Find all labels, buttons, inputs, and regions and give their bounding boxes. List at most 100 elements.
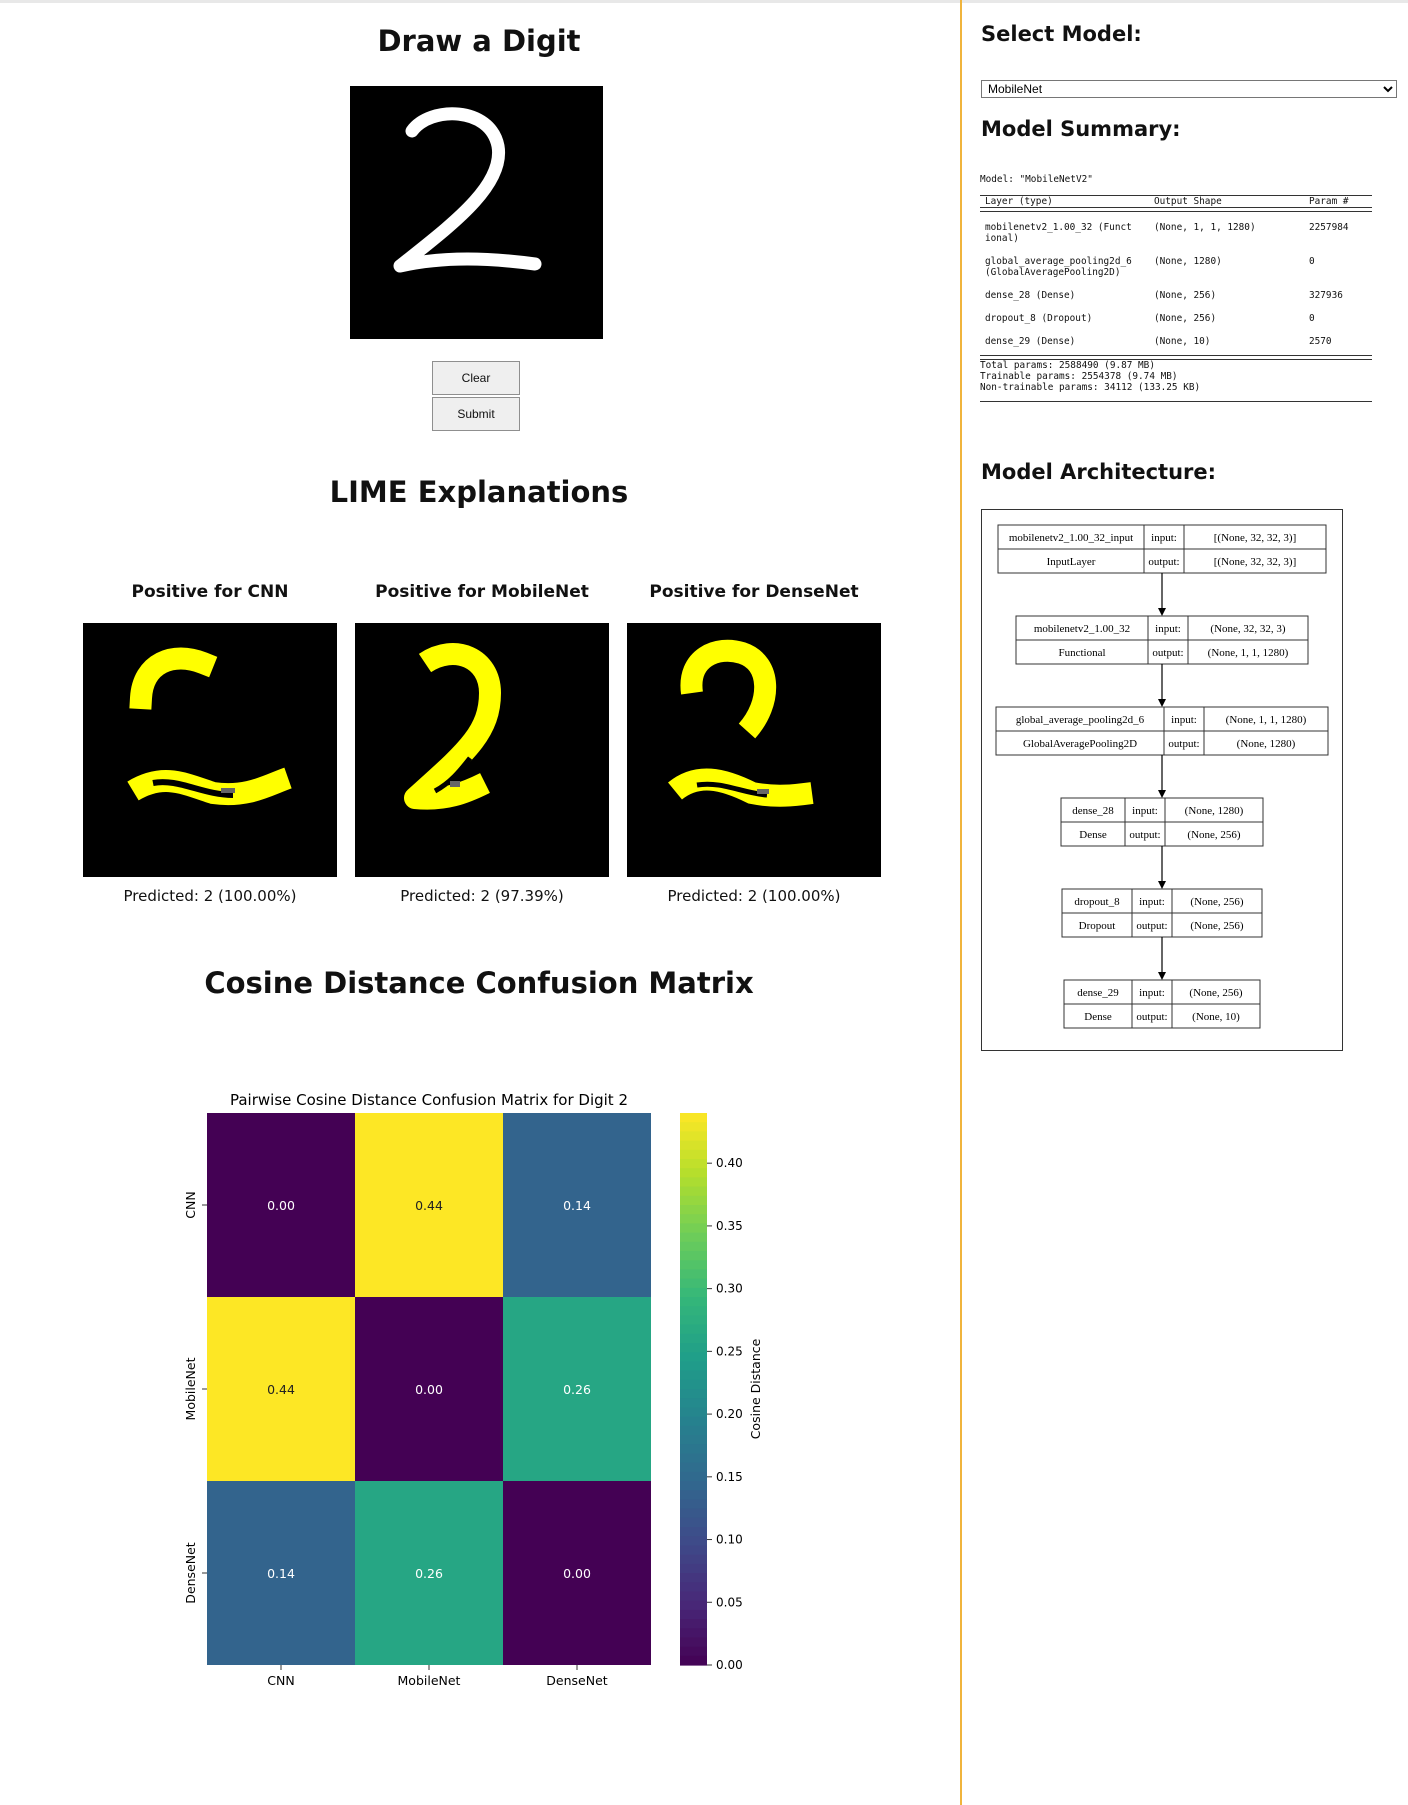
arch-node-type: InputLayer [1047,556,1096,568]
colorbar-segment [680,1269,707,1280]
model-summary-title: Model Summary: [981,117,1181,141]
arch-input-label: input: [1139,896,1165,908]
colorbar-segment [680,1407,707,1418]
colorbar-segment [680,1563,707,1574]
arch-node: dense_28 Dense input: output: (None, 1280) (N… [1060,797,1264,847]
cosine-title: Cosine Distance Confusion Matrix [204,966,754,1000]
colorbar-segment [680,1481,707,1491]
heatmap-cell [207,1481,355,1665]
drawn-digit [393,107,542,273]
colorbar-segment [680,1425,707,1436]
arch-output-label: output: [1136,920,1167,932]
heatmap-cell [355,1113,503,1297]
lime-image-densenet [627,623,881,877]
heatmap-cell [503,1297,651,1481]
summary-shape: (None, 10) [1154,336,1211,347]
model-summary: Model: "MobileNetV2" Layer (type) Output… [980,174,1372,402]
colorbar-segment [680,1324,707,1335]
clear-button[interactable]: Clear [432,361,520,395]
lime-panel-densenet: Positive for DenseNet Predicted: 2 (100.… [627,579,881,905]
summary-row: dropout_8 (Dropout) (None, 256) 0 [980,313,1372,326]
summary-layer: dropout_8 (Dropout) [985,313,1093,324]
lime-prediction: Predicted: 2 (97.39%) [400,887,564,905]
colorbar-segment [680,1655,707,1666]
colorbar-tick-label: 0.20 [716,1407,743,1421]
colorbar-segment [680,1582,707,1592]
colorbar-segment [680,1600,707,1611]
summary-header: Layer (type) Output Shape Param # [985,196,1349,207]
heatmap-cell [207,1297,355,1481]
colorbar-segment [680,1306,707,1316]
lime-panel-mobilenet: Positive for MobileNet Predicted: 2 (97.… [355,579,609,905]
colorbar-tick-label: 0.05 [716,1595,743,1609]
lime-panel-cnn: Positive for CNN Predicted: 2 (100.00%) [83,579,337,905]
summary-layer: dense_29 (Dense) [985,336,1076,347]
arch-input-label: input: [1151,532,1177,544]
heatmap-cell-label: 0.00 [563,1566,591,1581]
arch-node-type: GlobalAveragePooling2D [1023,738,1137,750]
arch-input-shape: (None, 256) [1189,987,1242,999]
summary-rule-double [980,207,1372,212]
arch-node-name: dense_29 [1077,987,1119,999]
heatmap-cell-label: 0.26 [415,1566,443,1581]
summary-row: dense_28 (Dense) (None, 256) 327936 [980,290,1372,303]
summary-row: global_average_pooling2d_6 (GlobalAverag… [980,256,1372,280]
colorbar-segment [680,1416,707,1427]
arch-node-name: global_average_pooling2d_6 [1016,714,1145,726]
colorbar-segment [680,1186,707,1197]
colorbar-segment [680,1490,707,1500]
y-tick-label: DenseNet [183,1542,198,1603]
arch-output-label: output: [1148,556,1179,568]
colorbar-segment [680,1159,707,1169]
arch-node: dropout_8 Dropout input: output: (None, 256)… [1061,888,1263,938]
colorbar-segment [680,1241,707,1252]
colorbar-segment [680,1223,707,1234]
main-panel: Draw a Digit Clear Submit LIME Explanati… [83,24,881,1688]
colorbar-segment [680,1499,707,1510]
colorbar-label: Cosine Distance [748,1338,763,1439]
colorbar-segment [680,1131,707,1142]
arch-node-name: mobilenetv2_1.00_32 [1034,623,1130,635]
arch-output-shape: (None, 256) [1190,920,1243,932]
colorbar-segment [680,1232,707,1243]
model-architecture-diagram: mobilenetv2_1.00_32_input InputLayer input… [981,509,1343,1051]
arch-node-name: mobilenetv2_1.00_32_input [1009,532,1133,544]
colorbar-segment [680,1435,707,1445]
arch-input-shape: (None, 1, 1, 1280) [1226,714,1307,726]
colorbar-segment [680,1609,707,1620]
colorbar-segment [680,1637,707,1648]
colorbar-segment [680,1278,707,1289]
submit-button[interactable]: Submit [432,397,520,431]
colorbar-segment [680,1205,707,1215]
colorbar-tick-label: 0.40 [716,1156,743,1170]
x-tick-label: MobileNet [398,1673,461,1688]
summary-layer-cont: (GlobalAveragePooling2D) [985,267,1121,278]
summary-params: 0 [1309,313,1315,324]
arch-input-shape: (None, 256) [1190,896,1243,908]
heatmap-cell [355,1297,503,1481]
cosine-heatmap-chart: Pairwise Cosine Distance Confusion Matri… [183,1091,763,1688]
colorbar-segment [680,1527,707,1537]
summary-rule [980,195,1372,196]
colorbar-segment [680,1545,707,1556]
colorbar-segment [680,1297,707,1307]
colorbar-segment [680,1361,707,1372]
drawing-canvas[interactable] [350,86,603,339]
colorbar-tick-label: 0.25 [716,1344,743,1358]
arch-output-label: output: [1136,1011,1167,1023]
panel-divider [960,0,962,1805]
colorbar-tick-label: 0.00 [716,1658,743,1672]
summary-shape: (None, 1, 1, 1280) [1154,222,1256,233]
colorbar-segment [680,1195,707,1206]
colorbar-segment [680,1168,707,1178]
y-tick-label: CNN [183,1191,198,1218]
arch-node: mobilenetv2_1.00_32 Functional input: outpu… [1015,615,1309,665]
colorbar-segment [680,1628,707,1638]
x-tick-label: DenseNet [546,1673,607,1688]
arch-output-shape: [(None, 32, 32, 3)] [1214,556,1296,568]
model-select[interactable]: MobileNet [981,80,1397,98]
sidebar: Select Model: MobileNet Model Summary: M… [980,0,1400,1805]
colorbar-segment [680,1462,707,1473]
arch-output-shape: (None, 1280) [1237,738,1296,750]
colorbar-segment [680,1591,707,1602]
